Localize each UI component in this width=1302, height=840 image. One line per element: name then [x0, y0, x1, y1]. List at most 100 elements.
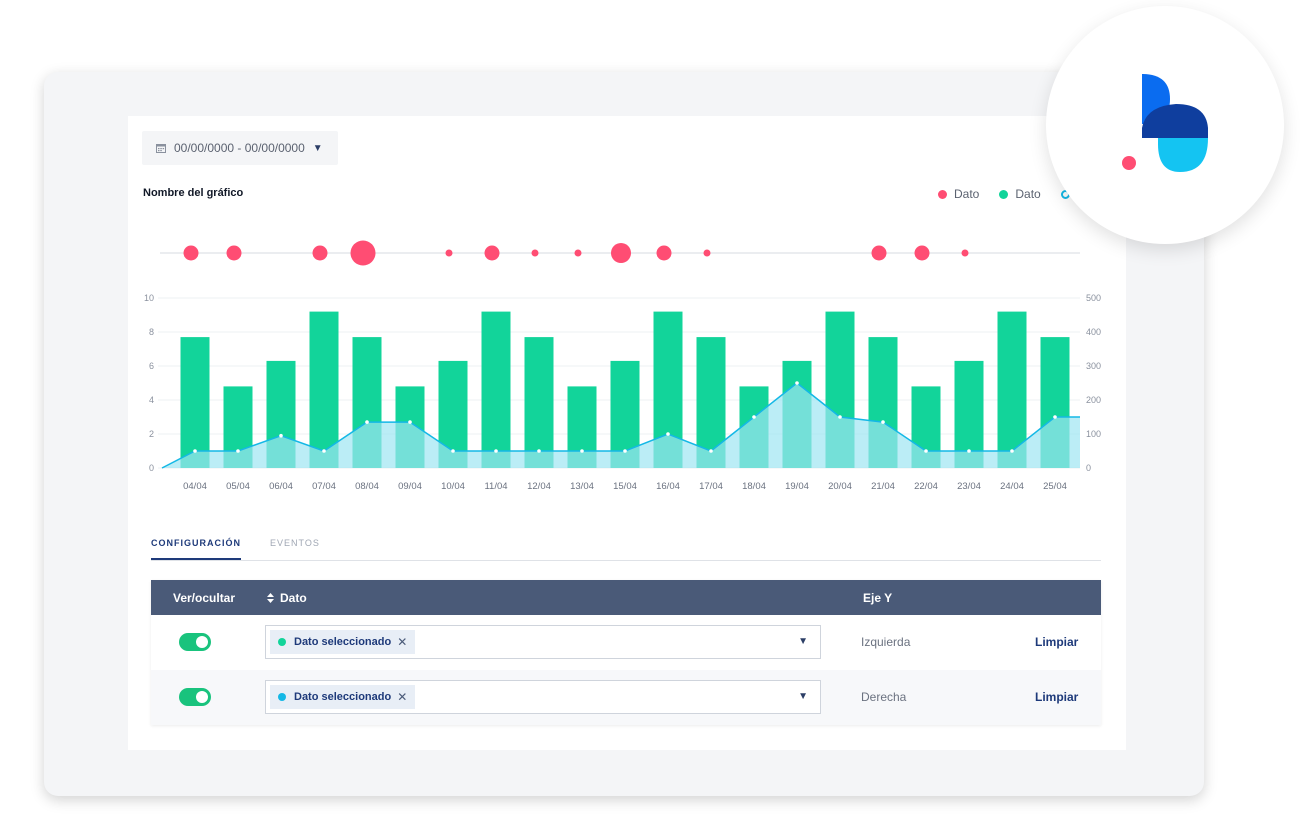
- header-toggle: Ver/ocultar: [173, 591, 236, 605]
- line-point: [795, 381, 799, 385]
- line-point: [666, 432, 670, 436]
- chevron-down-icon: ▼: [798, 636, 808, 647]
- clear-button[interactable]: Limpiar: [1035, 635, 1079, 649]
- event-dot: [574, 249, 582, 257]
- line-point: [1010, 449, 1014, 453]
- selected-data-chip: Dato seleccionado ✕: [270, 630, 416, 654]
- x-tick-label: 24/04: [1000, 481, 1024, 492]
- line-point: [322, 449, 326, 453]
- x-tick-label: 17/04: [699, 481, 723, 492]
- x-tick-label: 15/04: [613, 481, 637, 492]
- event-dot: [703, 249, 711, 257]
- date-range-picker[interactable]: 00/00/0000 - 00/00/0000 ▼: [142, 131, 338, 165]
- x-tick-label: 18/04: [742, 481, 766, 492]
- line-point: [193, 449, 197, 453]
- y-right-tick-label: 0: [1086, 463, 1091, 473]
- y-left-tick-label: 4: [149, 395, 154, 405]
- line-point: [365, 420, 369, 424]
- line-point: [236, 449, 240, 453]
- line-point: [279, 433, 283, 438]
- x-tick-label: 25/04: [1043, 481, 1067, 492]
- x-tick-label: 06/04: [269, 481, 293, 492]
- selected-data-chip: Dato seleccionado ✕: [270, 685, 416, 709]
- area-fill: [162, 383, 1080, 468]
- data-select[interactable]: Dato seleccionado ✕ ▼: [265, 625, 821, 659]
- tab-bar: CONFIGURACIÓN EVENTOS: [151, 532, 1101, 561]
- x-tick-label: 21/04: [871, 481, 895, 492]
- active-tab-indicator: [151, 558, 241, 560]
- legend-dot-icon: [938, 189, 947, 199]
- x-tick-label: 16/04: [656, 481, 680, 492]
- legend-item-bars[interactable]: Dato: [999, 187, 1041, 201]
- bar: [180, 337, 210, 468]
- bar: [309, 311, 339, 468]
- event-dot: [656, 245, 672, 261]
- close-icon[interactable]: ✕: [397, 690, 408, 704]
- legend-item-events[interactable]: Dato: [938, 187, 979, 201]
- y-left-tick-label: 10: [144, 293, 154, 303]
- y-right-tick-label: 100: [1086, 429, 1101, 439]
- line-point: [924, 449, 928, 453]
- line-point: [709, 449, 713, 453]
- data-select[interactable]: Dato seleccionado ✕ ▼: [265, 680, 821, 714]
- axis-value: Izquierda: [861, 635, 911, 649]
- chevron-down-icon: ▼: [312, 142, 323, 154]
- event-dot: [226, 245, 242, 261]
- tab-configuracion[interactable]: CONFIGURACIÓN: [151, 538, 241, 548]
- event-dot: [484, 245, 500, 261]
- calendar-icon: [156, 144, 166, 153]
- series-color-dot: [278, 638, 286, 646]
- config-table: Ver/ocultar Dato Eje Y Dato seleccionado…: [151, 580, 1101, 725]
- line-point: [623, 449, 627, 453]
- line-point: [537, 449, 541, 453]
- tab-eventos[interactable]: EVENTOS: [270, 538, 320, 548]
- x-tick-label: 05/04: [226, 481, 250, 492]
- y-right-tick-label: 500: [1086, 293, 1101, 303]
- x-tick-label: 22/04: [914, 481, 938, 492]
- x-tick-label: 10/04: [441, 481, 465, 492]
- brand-logo-badge: [1046, 6, 1284, 244]
- event-dot: [961, 249, 969, 257]
- legend-dot-icon: [999, 189, 1009, 199]
- x-tick-label: 11/04: [484, 481, 507, 492]
- y-right-tick-label: 400: [1086, 327, 1101, 337]
- chip-label: Dato seleccionado: [294, 636, 392, 648]
- table-row: Dato seleccionado ✕ ▼ Izquierda Limpiar: [151, 615, 1101, 670]
- header-data[interactable]: Dato: [267, 591, 307, 605]
- header-data-label: Dato: [280, 591, 307, 605]
- y-left-tick-label: 2: [149, 429, 154, 439]
- x-tick-label: 20/04: [828, 481, 852, 492]
- chevron-down-icon: ▼: [798, 691, 808, 702]
- date-range-label: 00/00/0000 - 00/00/0000: [174, 141, 305, 155]
- line-point: [451, 449, 455, 453]
- chip-label: Dato seleccionado: [294, 691, 392, 703]
- y-left-tick-label: 8: [149, 327, 154, 337]
- x-tick-label: 07/04: [312, 481, 336, 492]
- event-dot: [611, 243, 631, 263]
- axis-value: Derecha: [861, 690, 907, 704]
- event-dot: [914, 245, 930, 261]
- x-tick-label: 12/04: [527, 481, 551, 492]
- x-tick-label: 19/04: [785, 481, 809, 492]
- event-dot: [312, 245, 328, 261]
- visibility-toggle[interactable]: [179, 688, 211, 706]
- line-point: [967, 449, 971, 453]
- line-point: [752, 415, 756, 419]
- line-point: [881, 420, 885, 424]
- line-point: [1053, 415, 1057, 419]
- visibility-toggle[interactable]: [179, 633, 211, 651]
- event-dot: [871, 245, 887, 261]
- bar: [997, 311, 1027, 468]
- brand-logo: [1122, 74, 1208, 172]
- x-tick-label: 23/04: [957, 481, 981, 492]
- close-icon[interactable]: ✕: [397, 635, 408, 649]
- toggle-knob: [196, 636, 208, 648]
- x-tick-label: 08/04: [355, 481, 379, 492]
- table-row: Dato seleccionado ✕ ▼ Derecha Limpiar: [151, 670, 1101, 725]
- app-frame: 00/00/0000 - 00/00/0000 ▼ Nombre del grá…: [44, 72, 1204, 796]
- table-header: Ver/ocultar Dato Eje Y: [151, 580, 1101, 615]
- clear-button[interactable]: Limpiar: [1035, 690, 1079, 704]
- legend-label: Dato: [1015, 187, 1041, 201]
- y-right-tick-label: 300: [1086, 361, 1101, 371]
